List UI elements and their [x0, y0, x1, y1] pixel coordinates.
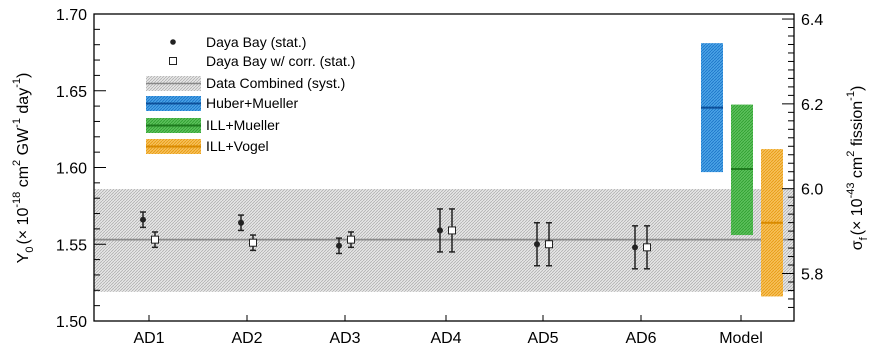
- legend-label: ILL+Mueller: [206, 117, 280, 133]
- legend-label: Daya Bay (stat.): [206, 34, 306, 50]
- right-tick-label: 6.4: [801, 12, 823, 29]
- data-point-daya-bay-stat: [238, 220, 244, 226]
- legend-entry-daya-bay-corr: Daya Bay w/ corr. (stat.): [170, 53, 356, 69]
- combined-band-layer: [94, 189, 794, 292]
- x-axis-labels: AD1 AD2 AD3 AD4 AD5 AD6 Model: [133, 315, 762, 347]
- legend-entry-ill-vogel: ILL+Vogel: [146, 138, 269, 154]
- legend-label: Daya Bay w/ corr. (stat.): [206, 53, 355, 69]
- data-point-daya-bay-corr: [348, 236, 355, 243]
- legend-label: Data Combined (syst.): [206, 75, 345, 91]
- left-tick-label: 1.65: [56, 84, 87, 101]
- left-tick-label: 1.70: [56, 7, 87, 24]
- x-tick-label: Model: [719, 330, 763, 347]
- legend-label: ILL+Vogel: [206, 138, 269, 154]
- data-point-daya-bay-corr: [644, 244, 651, 251]
- left-tick-label: 1.50: [56, 314, 87, 331]
- x-tick-label: AD2: [231, 330, 262, 347]
- data-point-daya-bay-stat: [437, 227, 443, 233]
- data-point-daya-bay-corr: [152, 236, 159, 243]
- legend: Daya Bay (stat.) Daya Bay w/ corr. (stat…: [146, 34, 355, 154]
- legend-label: Huber+Mueller: [206, 95, 299, 111]
- data-point-daya-bay-corr: [250, 239, 257, 246]
- right-tick-label: 6.0: [801, 182, 823, 199]
- x-tick-label: AD3: [329, 330, 360, 347]
- right-axis-title: σf(× 10-43 cm2 fission-1): [845, 86, 870, 251]
- x-tick-label: AD4: [430, 330, 461, 347]
- x-tick-label: AD6: [625, 330, 656, 347]
- data-point-daya-bay-corr: [546, 241, 553, 248]
- left-axis-title: Y0(× 10-18 cm2 GW-1 day-1): [11, 73, 36, 264]
- legend-marker-open-square: [170, 58, 177, 65]
- right-tick-label: 6.2: [801, 97, 823, 114]
- left-tick-label: 1.55: [56, 237, 87, 254]
- x-tick-label: AD5: [527, 330, 558, 347]
- data-point-daya-bay-stat: [632, 244, 638, 250]
- right-tick-label: 5.8: [801, 267, 823, 284]
- legend-marker-filled-circle: [170, 39, 176, 45]
- data-point-daya-bay-corr: [449, 227, 456, 234]
- x-tick-label: AD1: [133, 330, 164, 347]
- left-tick-label: 1.60: [56, 161, 87, 178]
- legend-entry-daya-bay-stat: Daya Bay (stat.): [170, 34, 306, 50]
- legend-entry-huber-mueller: Huber+Mueller: [146, 95, 299, 111]
- data-point-daya-bay-stat: [140, 217, 146, 223]
- data-point-daya-bay-stat: [534, 241, 540, 247]
- legend-entry-ill-mueller: ILL+Mueller: [146, 117, 280, 133]
- data-point-daya-bay-stat: [336, 243, 342, 249]
- legend-entry-combined: Data Combined (syst.): [146, 75, 345, 91]
